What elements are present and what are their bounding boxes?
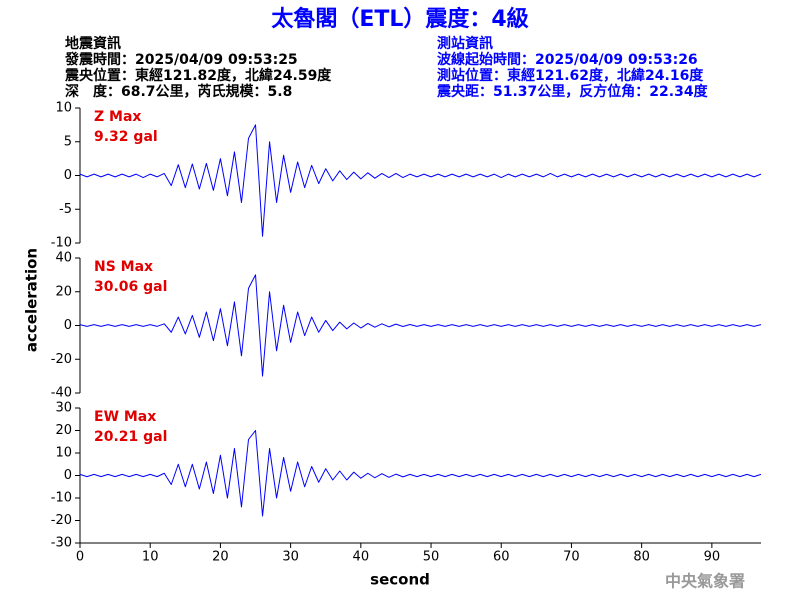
- x-tick-label: 10: [142, 550, 159, 565]
- y-tick-label: 10: [55, 101, 72, 116]
- y-tick-label: -20: [51, 352, 72, 367]
- x-tick-label: 90: [704, 550, 721, 565]
- x-tick-label: 0: [76, 550, 84, 565]
- x-tick-label: 80: [633, 550, 650, 565]
- y-tick-label: -10: [51, 236, 72, 251]
- y-tick-label: 40: [55, 251, 72, 266]
- panel-max: 30.06 gal: [94, 279, 167, 295]
- y-tick-label: -5: [59, 202, 72, 217]
- y-tick-label: -30: [51, 536, 72, 551]
- info-line: 震央距：51.37公里，反方位角：22.34度: [436, 83, 709, 100]
- y-tick-label: 5: [64, 134, 72, 149]
- info-line: 波線起始時間：2025/04/09 09:53:26: [437, 51, 698, 68]
- panel-title: Z Max: [94, 109, 141, 125]
- waveform: [79, 274, 762, 377]
- x-tick-label: 70: [563, 550, 580, 565]
- info-line: 震央位置：東經121.82度，北緯24.59度: [64, 67, 332, 84]
- info-line: 地震資訊: [65, 35, 121, 52]
- x-tick-label: 30: [282, 550, 299, 565]
- info-line: 深 度：68.7公里，芮氏規模：5.8: [65, 83, 292, 100]
- y-tick-label: 30: [55, 401, 72, 416]
- x-tick-label: 40: [353, 550, 370, 565]
- footer: 中央氣象署: [665, 572, 745, 591]
- y-tick-label: 0: [64, 318, 72, 333]
- panel-max: 20.21 gal: [94, 429, 167, 445]
- x-tick-label: 50: [423, 550, 440, 565]
- panel-title: NS Max: [94, 259, 153, 275]
- y-axis-label: acceleration: [23, 248, 41, 352]
- panel-title: EW Max: [94, 409, 156, 425]
- x-tick-label: 60: [493, 550, 510, 565]
- y-tick-label: -10: [51, 491, 72, 506]
- panel-max: 9.32 gal: [94, 129, 158, 145]
- x-tick-label: 20: [212, 550, 229, 565]
- y-tick-label: -40: [51, 386, 72, 401]
- chart-title: 太魯閣（ETL）震度：4級: [271, 6, 528, 32]
- waveform: [79, 430, 762, 517]
- y-tick-label: 20: [55, 423, 72, 438]
- y-tick-label: 0: [64, 168, 72, 183]
- y-tick-label: 0: [64, 468, 72, 483]
- y-tick-label: 10: [55, 446, 72, 461]
- waveform: [79, 124, 762, 237]
- y-tick-label: 20: [55, 284, 72, 299]
- info-line: 測站位置：東經121.62度，北緯24.16度: [437, 67, 704, 84]
- info-line: 測站資訊: [437, 35, 493, 52]
- x-axis-label: second: [370, 571, 430, 589]
- info-line: 發震時間：2025/04/09 09:53:25: [64, 51, 298, 68]
- y-tick-label: -20: [51, 513, 72, 528]
